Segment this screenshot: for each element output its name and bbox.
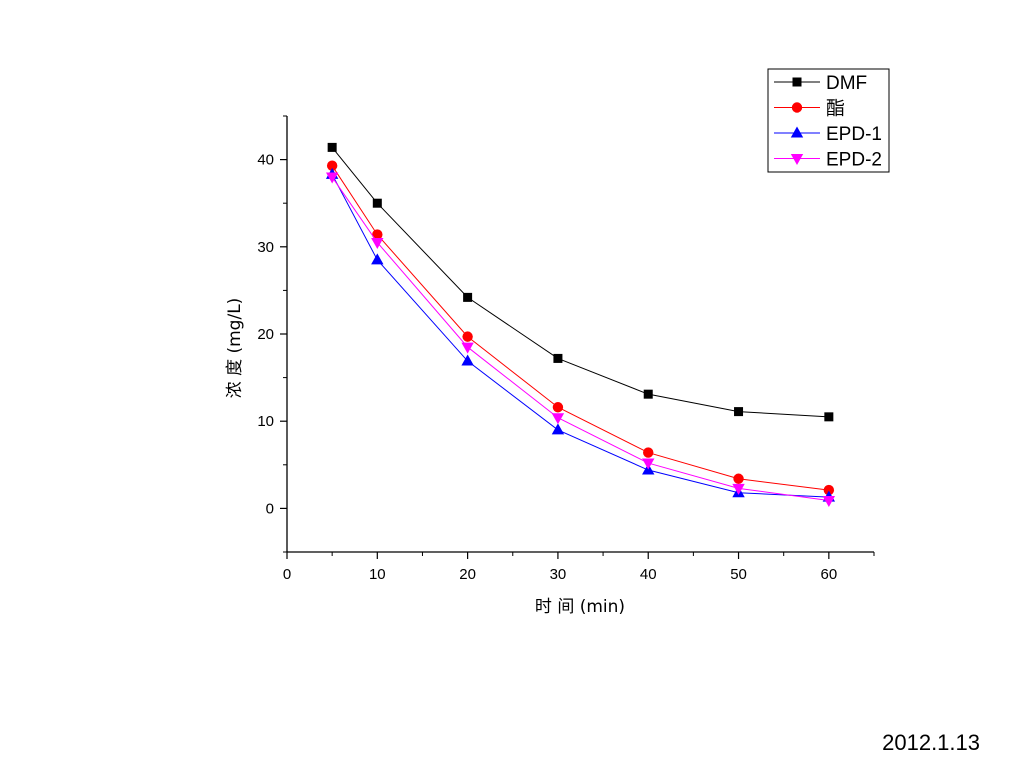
legend-label: EPD-2 [826,150,882,171]
x-tick-label: 20 [459,566,476,583]
legend-marker [791,102,803,113]
legend-label: 酯 [826,98,845,120]
x-tick-label: 30 [550,566,567,583]
series-line [331,165,829,491]
data-point [822,496,836,508]
data-point [733,473,744,484]
data-point [824,412,834,422]
x-tick-label: 10 [369,566,386,583]
legend-item: 酯 [774,98,845,120]
legend-item: DMF [774,73,867,94]
data-point [643,389,653,399]
data-point [325,172,339,184]
data-point [463,292,473,302]
legend: DMF 酯 EPD-1 EPD-2 [767,68,890,173]
data-point [553,353,563,363]
data-point [461,354,474,366]
series-2 [326,160,835,496]
legend-item: EPD-2 [774,150,882,171]
y-tick-label: 10 [257,413,274,430]
data-point [327,142,337,152]
data-point [371,253,384,265]
data-point [552,402,564,413]
data-point [732,483,745,495]
y-tick-label: 20 [257,326,274,343]
data-point [372,198,382,208]
x-tick-label: 60 [821,566,838,583]
slide-date: 2012.1.13 [882,730,980,755]
series-4 [325,172,836,508]
data-point [372,229,383,240]
x-tick-label: 50 [730,566,747,583]
data-point [643,447,654,458]
data-point [734,407,744,417]
legend-label: EPD-1 [826,124,882,145]
series-3 [325,167,836,502]
data-point [371,237,384,249]
legend-marker [790,126,804,138]
series-1 [327,142,834,422]
x-axis-title: 时 间 (min) [535,597,625,617]
legend-item: EPD-1 [774,124,882,145]
data-point [823,484,835,496]
chart-axes: 0 10 20 30 40 50 60 0 10 20 30 40 [257,115,875,583]
legend-marker [790,154,804,165]
legend-box [767,68,890,173]
series-line [331,176,829,502]
x-tick-label: 40 [640,566,657,583]
y-axis-title: 浓 度 (mg/L) [225,298,245,399]
data-point [326,160,338,171]
data-point [551,423,565,435]
y-tick-label: 0 [266,500,274,517]
data-point [642,458,655,470]
legend-marker [792,77,802,87]
y-tick-label: 40 [257,152,274,169]
data-point [461,342,474,354]
legend-label: DMF [826,73,867,94]
x-tick-label: 0 [283,566,291,583]
chart-series [325,142,836,508]
series-line [331,174,829,498]
y-tick-label: 30 [257,239,274,256]
data-point [462,331,473,342]
series-line [331,147,829,418]
data-point [551,413,565,425]
